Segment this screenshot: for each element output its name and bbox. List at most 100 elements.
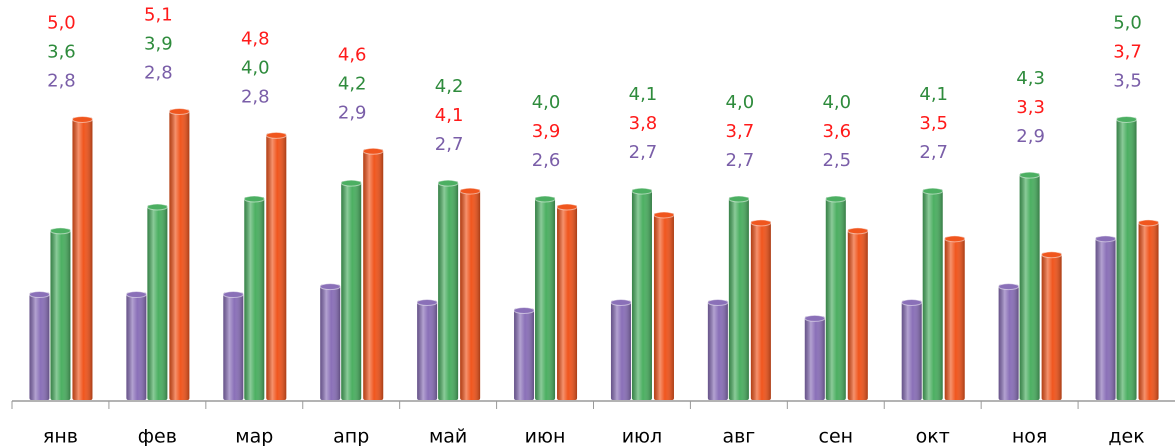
bar-shade xyxy=(363,149,384,400)
bar-cap xyxy=(653,211,675,219)
x-tick-label: мар xyxy=(235,426,273,446)
bar-group xyxy=(222,291,244,400)
bar-group xyxy=(825,195,847,400)
bar-cap xyxy=(28,291,50,299)
value-label: 2,9 xyxy=(1016,126,1045,147)
value-label: 2,7 xyxy=(919,142,948,163)
bar-group xyxy=(146,203,168,400)
bar-group xyxy=(944,235,966,400)
bar-group xyxy=(1019,171,1041,400)
value-label: 2,7 xyxy=(629,142,658,163)
bar-group xyxy=(922,187,944,400)
bar-cap xyxy=(459,187,481,195)
bar-group xyxy=(168,107,190,400)
bar-cap xyxy=(49,227,71,235)
bar-shade xyxy=(825,197,846,400)
x-tick-label: окт xyxy=(916,426,950,446)
bar-shade xyxy=(1095,236,1116,400)
bar-group xyxy=(610,299,632,400)
bar-cap xyxy=(631,187,653,195)
bar-shade xyxy=(653,212,674,400)
bar-group xyxy=(556,203,578,400)
bar-group xyxy=(1095,235,1117,400)
bar-group xyxy=(459,187,481,400)
bar-cap xyxy=(1138,219,1160,227)
bar-group xyxy=(847,227,869,400)
value-label: 4,1 xyxy=(629,84,658,105)
bar-shade xyxy=(631,189,652,400)
bar-shade xyxy=(750,220,771,400)
value-label: 5,1 xyxy=(144,4,173,25)
value-label: 4,0 xyxy=(822,92,851,113)
bar-cap xyxy=(168,107,190,115)
bar-group xyxy=(71,115,93,401)
x-tick-label: июл xyxy=(622,426,663,446)
bar-cap xyxy=(610,299,632,307)
bar-group xyxy=(998,283,1020,400)
bar-shade xyxy=(998,284,1019,400)
bar-shade xyxy=(557,205,578,400)
value-label: 4,8 xyxy=(241,28,270,49)
bar-group xyxy=(631,187,653,400)
bar-group xyxy=(437,179,459,400)
bar-cap xyxy=(804,314,826,322)
value-label: 3,9 xyxy=(144,33,173,54)
bar-cap xyxy=(222,291,244,299)
bar-group xyxy=(534,195,556,400)
bar-group xyxy=(653,211,675,400)
bar-group xyxy=(513,306,535,400)
bar-shade xyxy=(266,133,287,400)
value-label: 4,0 xyxy=(726,92,755,113)
bar-group xyxy=(1116,115,1138,401)
value-label: 4,1 xyxy=(435,105,464,126)
bar-shade xyxy=(29,292,50,400)
x-tick-label: ноя xyxy=(1012,426,1047,446)
bar-shade xyxy=(707,300,728,400)
value-label: 4,0 xyxy=(532,92,561,113)
bar-shade xyxy=(1116,117,1137,401)
bar-shade xyxy=(72,117,93,401)
bar-shade xyxy=(901,300,922,400)
x-tick-label: янв xyxy=(43,426,78,446)
bar-cap xyxy=(1116,115,1138,123)
x-tick-label: фев xyxy=(138,426,177,446)
value-label: 3,6 xyxy=(822,121,851,142)
bar-shade xyxy=(535,197,556,400)
value-label: 2,9 xyxy=(338,102,367,123)
bar-group xyxy=(362,147,384,400)
value-label: 4,2 xyxy=(435,76,464,97)
bar-cap xyxy=(362,147,384,155)
value-label: 3,5 xyxy=(1113,70,1142,91)
value-label: 3,7 xyxy=(726,121,755,142)
bar-cap xyxy=(534,195,556,203)
value-label: 3,3 xyxy=(1016,97,1045,118)
value-label: 4,6 xyxy=(338,44,367,65)
bar-cap xyxy=(707,299,729,307)
bar-cap xyxy=(513,306,535,314)
bar-group xyxy=(750,219,772,400)
bar-cap xyxy=(146,203,168,211)
bar-group xyxy=(707,299,729,400)
bar-cap xyxy=(319,283,341,291)
bar-shade xyxy=(223,292,244,400)
bar-group xyxy=(1041,251,1063,400)
value-label: 4,2 xyxy=(338,73,367,94)
bar-group xyxy=(49,227,71,400)
bar-cap xyxy=(901,299,923,307)
bar-cap xyxy=(1095,235,1117,243)
value-label: 3,7 xyxy=(1113,41,1142,62)
bar-group xyxy=(901,299,923,400)
bar-shade xyxy=(126,292,147,400)
bar-cap xyxy=(1019,171,1041,179)
bar-cap xyxy=(922,187,944,195)
bar-shade xyxy=(460,189,481,400)
bar-shade xyxy=(169,109,190,400)
bar-cap xyxy=(265,131,287,139)
bar-shade xyxy=(847,228,868,400)
x-tick-label: июн xyxy=(525,426,566,446)
value-label: 3,6 xyxy=(47,41,76,62)
value-label: 3,5 xyxy=(919,113,948,134)
bar-group xyxy=(804,314,826,400)
bar-shade xyxy=(1019,173,1040,400)
